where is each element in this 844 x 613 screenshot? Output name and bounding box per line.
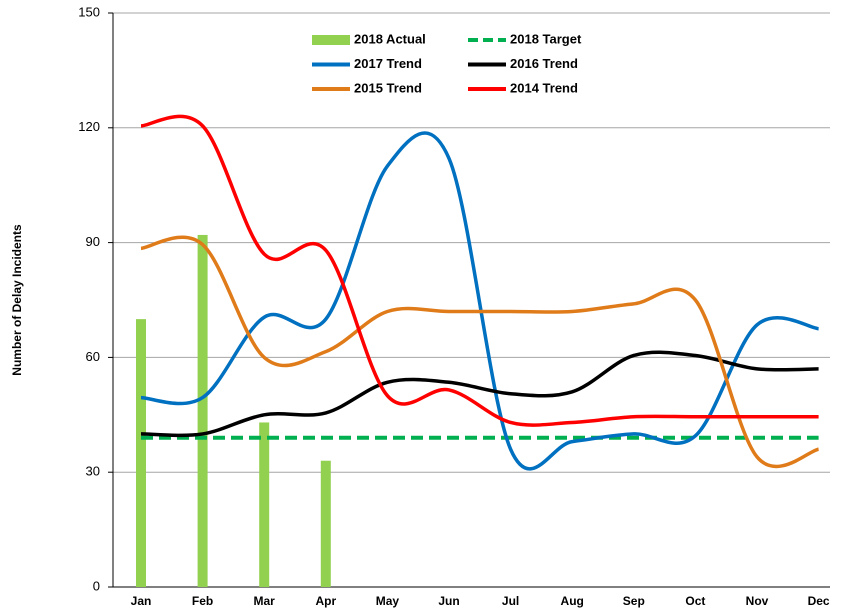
bar [197, 234, 208, 588]
x-tick-label: Aug [561, 594, 584, 608]
x-tick-label: May [376, 594, 400, 608]
x-tick-label: Dec [808, 594, 830, 608]
y-tick-label: 120 [78, 119, 100, 134]
x-tick-label: Jul [502, 594, 519, 608]
x-tick-label: Oct [685, 594, 705, 608]
y-axis-title: Number of Delay Incidents [10, 224, 24, 376]
legend-label: 2014 Trend [510, 80, 578, 95]
y-tick-label: 150 [78, 4, 100, 19]
legend-label: 2018 Actual [354, 31, 426, 46]
legend-label: 2015 Trend [354, 80, 422, 95]
x-tick-label: Feb [192, 594, 213, 608]
line [140, 350, 819, 438]
x-tick-label: Jan [131, 594, 152, 608]
bar [320, 460, 331, 587]
legend-label: 2016 Trend [510, 56, 578, 71]
y-tick-label: 60 [86, 349, 100, 364]
x-tick-label: Sep [623, 594, 645, 608]
x-tick-label: Jun [438, 594, 459, 608]
legend-label: 2018 Target [510, 31, 582, 46]
bar [259, 422, 270, 587]
legend-swatch [312, 35, 350, 45]
legend-label: 2017 Trend [354, 56, 422, 71]
x-tick-label: Apr [315, 594, 336, 608]
y-tick-label: 0 [93, 578, 100, 593]
line [140, 235, 820, 469]
y-tick-label: 30 [86, 464, 100, 479]
line [140, 131, 819, 471]
y-tick-label: 90 [86, 234, 100, 249]
bar [136, 319, 146, 587]
x-tick-label: Mar [254, 594, 276, 608]
line [140, 114, 819, 427]
x-tick-label: Nov [746, 594, 769, 608]
